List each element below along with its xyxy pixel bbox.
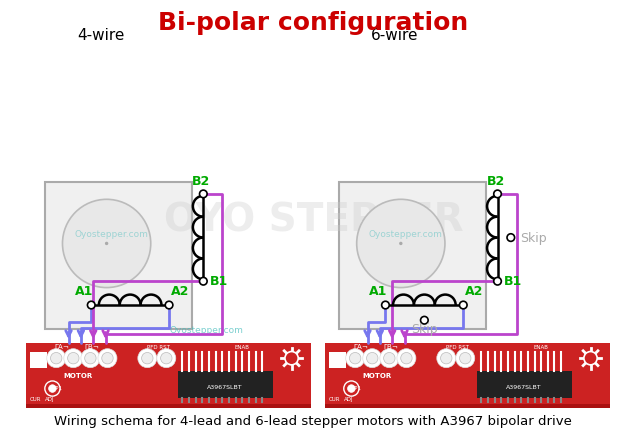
Circle shape	[102, 353, 113, 364]
Circle shape	[85, 353, 96, 364]
Text: CUR: CUR	[329, 396, 340, 401]
Circle shape	[47, 349, 66, 368]
Circle shape	[401, 353, 412, 364]
Circle shape	[382, 301, 389, 309]
Text: Oyostepper.com: Oyostepper.com	[368, 229, 442, 238]
Text: Skip: Skip	[411, 322, 438, 335]
Text: A3967SLBT: A3967SLBT	[208, 384, 243, 389]
Text: Oyostepper.com: Oyostepper.com	[169, 325, 243, 335]
Circle shape	[437, 349, 456, 368]
Text: ADJ: ADJ	[344, 396, 354, 401]
Circle shape	[460, 301, 467, 309]
Text: ENAB: ENAB	[534, 344, 549, 349]
Text: B1: B1	[210, 275, 228, 287]
Text: ADJ: ADJ	[45, 396, 55, 401]
Text: 6-wire: 6-wire	[371, 28, 419, 43]
Text: PFD RST: PFD RST	[446, 344, 469, 349]
Circle shape	[63, 200, 150, 288]
Circle shape	[142, 353, 153, 364]
Text: MOTOR: MOTOR	[362, 372, 392, 378]
Text: B2: B2	[192, 175, 211, 188]
Text: A1: A1	[369, 284, 387, 297]
Bar	[26, 343, 310, 408]
Circle shape	[460, 353, 471, 364]
Circle shape	[166, 301, 173, 309]
Circle shape	[138, 349, 157, 368]
Circle shape	[157, 349, 176, 368]
Circle shape	[199, 278, 207, 286]
Text: 4-wire: 4-wire	[77, 28, 124, 43]
Text: Skip: Skip	[520, 232, 547, 244]
Circle shape	[349, 353, 361, 364]
Circle shape	[345, 349, 365, 368]
Circle shape	[161, 353, 172, 364]
Circle shape	[421, 317, 428, 324]
Text: $\Gamma$B$\neg$: $\Gamma$B$\neg$	[383, 341, 399, 350]
Circle shape	[68, 353, 79, 364]
Text: A3967SLBT: A3967SLBT	[506, 384, 542, 389]
Text: TP1: TP1	[53, 385, 63, 390]
Text: B1: B1	[504, 275, 522, 287]
Bar	[45, 182, 192, 329]
Circle shape	[81, 349, 100, 368]
Bar	[339, 182, 486, 329]
Text: B2: B2	[487, 175, 505, 188]
Bar	[329, 353, 345, 368]
Text: Wiring schema for 4-lead and 6-lead stepper motors with A3967 bipolar drive: Wiring schema for 4-lead and 6-lead step…	[55, 414, 572, 427]
Circle shape	[456, 349, 475, 368]
Circle shape	[87, 301, 95, 309]
Circle shape	[347, 385, 355, 392]
Text: PFD RST: PFD RST	[147, 344, 170, 349]
Circle shape	[98, 349, 117, 368]
Text: MOTOR: MOTOR	[63, 372, 93, 378]
Bar	[477, 371, 572, 398]
Circle shape	[441, 353, 452, 364]
Circle shape	[397, 349, 416, 368]
Text: TP1: TP1	[351, 385, 361, 390]
Circle shape	[380, 349, 399, 368]
Circle shape	[49, 385, 56, 392]
Circle shape	[45, 381, 60, 396]
Text: ENAB: ENAB	[234, 344, 250, 349]
Circle shape	[507, 234, 515, 242]
Circle shape	[384, 353, 395, 364]
Text: CUR: CUR	[29, 396, 41, 401]
Circle shape	[367, 353, 378, 364]
Bar	[325, 343, 609, 408]
Text: $\Gamma$B$\neg$: $\Gamma$B$\neg$	[85, 341, 100, 350]
Circle shape	[357, 200, 445, 288]
Bar	[325, 404, 609, 408]
Circle shape	[493, 191, 502, 198]
Text: A1: A1	[75, 284, 93, 297]
Circle shape	[199, 191, 207, 198]
Circle shape	[493, 278, 502, 286]
Text: $\Gamma$A$\neg$: $\Gamma$A$\neg$	[353, 341, 369, 350]
Circle shape	[285, 352, 298, 365]
Circle shape	[105, 242, 108, 246]
Bar	[29, 353, 47, 368]
Circle shape	[584, 352, 597, 365]
Bar	[26, 404, 310, 408]
Text: Oyostepper.com: Oyostepper.com	[74, 229, 148, 238]
Text: $\Gamma$A$\neg$: $\Gamma$A$\neg$	[54, 341, 70, 350]
Circle shape	[344, 381, 359, 396]
Text: A2: A2	[171, 284, 189, 297]
Bar	[177, 371, 273, 398]
Circle shape	[399, 242, 403, 246]
Circle shape	[51, 353, 62, 364]
Text: Bi-polar configuration: Bi-polar configuration	[158, 11, 468, 35]
Circle shape	[64, 349, 83, 368]
Circle shape	[363, 349, 382, 368]
Text: A2: A2	[465, 284, 483, 297]
Text: OYO STEPPER: OYO STEPPER	[164, 201, 463, 239]
